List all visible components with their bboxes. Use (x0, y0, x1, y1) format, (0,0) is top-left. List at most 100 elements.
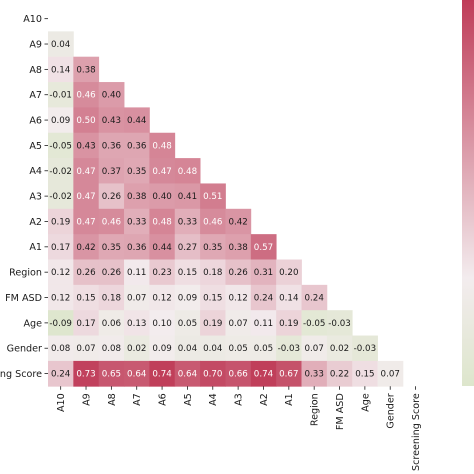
y-tick-label: A2 (29, 217, 42, 228)
heatmap-cell (174, 183, 201, 210)
cell-value-label: 0.73 (76, 370, 95, 380)
heatmap-cell (200, 183, 226, 210)
cell-value-label: 0.46 (203, 217, 222, 227)
cell-value-label: -0.05 (303, 319, 325, 329)
cell-value-label: 0.38 (76, 65, 95, 75)
cell-value-label: 0.07 (381, 370, 400, 380)
heatmap-cell (48, 360, 74, 387)
x-tick-label: A8 (107, 393, 118, 406)
y-tick-label: A4 (29, 166, 42, 177)
y-tick-label: Region (9, 268, 42, 279)
heatmap-cell (225, 259, 252, 286)
heatmap-cell (98, 310, 125, 336)
heatmap-cell (48, 208, 74, 235)
cell-value-label: 0.38 (228, 243, 247, 253)
x-tick-label: Screening Score (411, 393, 422, 471)
cell-value-label: 0.46 (76, 91, 95, 101)
cell-value-label: 0.18 (203, 268, 222, 278)
heatmap-cell (98, 132, 125, 159)
heatmap-cell (124, 234, 150, 260)
heatmap-cell (124, 259, 150, 286)
x-tick-label: A2 (259, 393, 270, 406)
cell-value-label: 0.41 (178, 192, 197, 202)
heatmap-cell (98, 360, 125, 387)
heatmap-cell (149, 183, 176, 210)
heatmap-cell (149, 132, 176, 159)
cell-value-label: 0.04 (203, 344, 223, 354)
cell-value-label: 0.12 (228, 294, 247, 304)
heatmap-cell (73, 335, 100, 362)
cell-value-label: 0.12 (51, 294, 70, 304)
cell-value-label: 0.48 (152, 141, 171, 151)
heatmap-cell (225, 310, 252, 336)
y-tick-label: A9 (29, 39, 42, 50)
heatmap-cell (48, 259, 74, 286)
heatmap-cell (174, 360, 201, 387)
heatmap-cell (73, 158, 100, 184)
x-tick-label: Gender (386, 393, 397, 428)
cell-value-label: 0.07 (305, 344, 324, 354)
cell-value-label: 0.57 (254, 243, 273, 253)
x-tick-label: Age (360, 393, 371, 412)
heatmap-cell (149, 234, 176, 260)
heatmap-cell (200, 284, 226, 311)
cell-value-label: 0.47 (76, 192, 95, 202)
heatmap-cell (98, 183, 125, 210)
colorbar (462, 0, 474, 386)
heatmap-cell (124, 284, 150, 311)
heatmap-cell (174, 158, 201, 184)
heatmap-cell (200, 310, 226, 336)
heatmap-cell (225, 284, 252, 311)
heatmap-cell (98, 259, 125, 286)
cell-value-label: 0.15 (203, 294, 222, 304)
heatmap-cell (200, 259, 226, 286)
cell-value-label: 0.35 (102, 243, 121, 253)
heatmap-cell (174, 335, 201, 362)
heatmap-cell (48, 284, 74, 311)
heatmap-cell (250, 284, 277, 311)
x-tick-label: A5 (183, 393, 194, 406)
heatmap-cell (98, 284, 125, 311)
cell-value-label: 0.15 (355, 370, 374, 380)
heatmap-cell (301, 284, 328, 311)
cell-value-label: 0.23 (152, 268, 171, 278)
heatmap-cell (250, 310, 277, 336)
y-tick-label: Gender (7, 344, 42, 355)
cell-value-label: 0.64 (127, 370, 147, 380)
cell-value-label: 0.74 (152, 370, 172, 380)
cell-value-label: 0.31 (254, 268, 273, 278)
heatmap-cell (124, 107, 150, 134)
heatmap-cell (250, 335, 277, 362)
cell-value-label: 0.40 (152, 192, 171, 202)
heatmap-cell (149, 284, 176, 311)
cell-value-label: 0.08 (51, 344, 70, 354)
cell-value-label: -0.02 (49, 167, 71, 177)
cell-value-label: 0.42 (228, 217, 247, 227)
heatmap-cell (124, 335, 150, 362)
cell-value-label: 0.07 (76, 344, 95, 354)
cell-value-label: 0.12 (51, 268, 70, 278)
heatmap-cell (200, 208, 226, 235)
cell-value-label: 0.42 (76, 243, 95, 253)
cell-value-label: 0.19 (51, 217, 70, 227)
y-tick-label: A10 (23, 14, 42, 25)
cell-value-label: 0.26 (76, 268, 95, 278)
heatmap-cell (377, 360, 404, 387)
x-tick-label: Region (310, 393, 321, 426)
y-axis-tick-labels: A10 A9 A8 A7 A6 A5 A4 A3 A2 A1 Region FM ASD Age Gend… (0, 14, 48, 380)
cell-value-label: 0.44 (127, 116, 147, 126)
heatmap-cell (98, 335, 125, 362)
cell-value-label: 0.07 (228, 319, 247, 329)
cell-value-label: 0.09 (178, 294, 197, 304)
y-tick-label: Age (23, 318, 42, 329)
x-tick-label: A9 (81, 393, 92, 406)
heatmap-cell (98, 82, 125, 108)
cell-value-label: 0.14 (51, 65, 71, 75)
cell-value-label: 0.14 (279, 294, 299, 304)
heatmap-cell (200, 360, 226, 387)
cell-value-label: 0.48 (152, 217, 171, 227)
cell-value-label: 0.18 (102, 294, 121, 304)
cell-value-label: 0.26 (102, 192, 121, 202)
cell-value-label: 0.08 (102, 344, 121, 354)
heatmap-cell (98, 234, 125, 260)
